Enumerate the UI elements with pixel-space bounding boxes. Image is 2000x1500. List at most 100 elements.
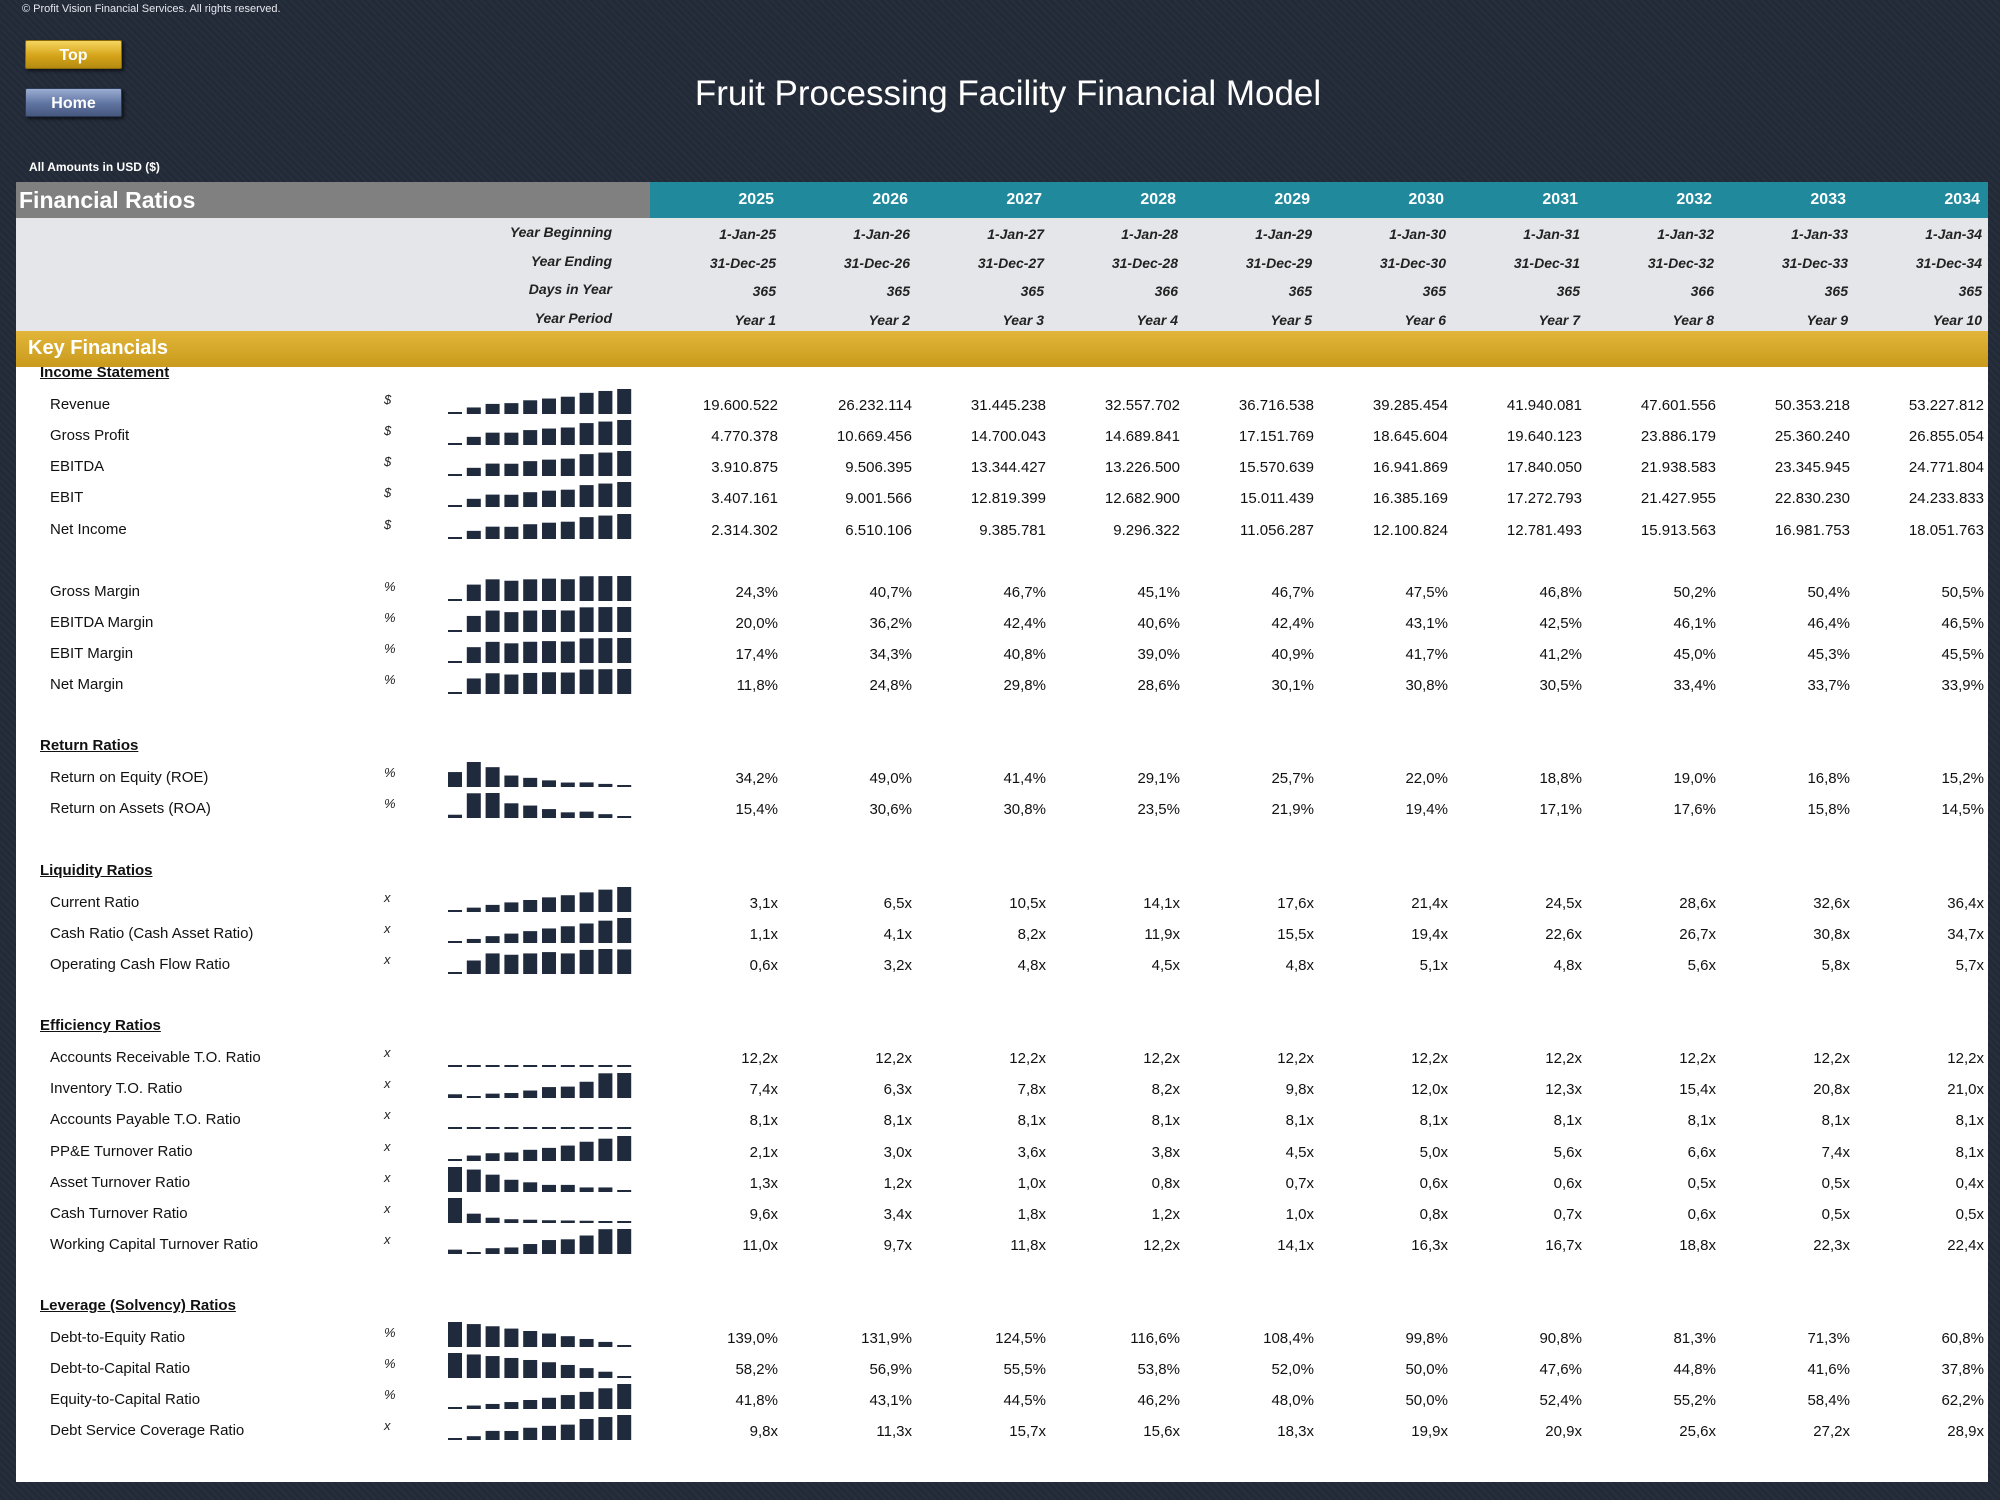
value-cell: 12,2x [1545, 1050, 1582, 1068]
sparkline-bar [466, 1169, 481, 1192]
sparkline-bar [542, 398, 556, 415]
value-cell: 42,4% [1271, 614, 1314, 632]
value-cell: 25,6x [1679, 1423, 1716, 1441]
metric-label: Operating Cash Flow Ratio [50, 955, 231, 973]
sparkline-bar [542, 641, 556, 663]
sparkline-bar [598, 1417, 613, 1441]
value-cell: 49,0% [869, 770, 912, 788]
sparkline-bar [579, 1187, 594, 1192]
value-cell: 16.941.869 [1372, 459, 1448, 477]
value-cell: 19.600.522 [702, 397, 778, 415]
sparkline-bar [560, 926, 575, 943]
sparkline-bar [504, 1151, 519, 1161]
value-cell: 12,2x [1947, 1050, 1984, 1068]
sparkline-bar [504, 954, 519, 974]
sparkline-bar [485, 463, 500, 477]
value-cell: 48,0% [1271, 1392, 1314, 1410]
value-cell: 10,5x [1009, 894, 1046, 912]
value-cell: 17,6% [1673, 801, 1716, 819]
value-cell: 55,5% [1003, 1361, 1046, 1379]
value-cell: 22,0% [1405, 770, 1448, 788]
value-cell: 17,1% [1539, 801, 1582, 819]
info-value: 1-Jan-29 [1255, 226, 1312, 242]
metric-label: Revenue [50, 396, 111, 414]
value-cell: 44,8% [1673, 1361, 1716, 1379]
sparkline-bar [523, 778, 538, 788]
value-cell: 18,8% [1539, 770, 1582, 788]
unit-symbol: % [384, 672, 396, 687]
sparkline-bar [542, 1087, 556, 1099]
info-value: 365 [1288, 283, 1312, 299]
sparkline-bar [560, 458, 575, 477]
value-cell: 7,4x [1821, 1143, 1850, 1161]
year-header: 2034 [1944, 191, 1980, 208]
sparkline-bar [560, 490, 575, 508]
sparkline-bar [504, 432, 519, 446]
sparkline-bar [542, 1333, 556, 1348]
sparkline-bar [617, 420, 632, 446]
sparkline-bar [542, 1127, 556, 1130]
value-cell: 56,9% [869, 1361, 912, 1379]
sparkline-bar [560, 1127, 575, 1130]
info-value: 365 [886, 283, 910, 299]
sparkline-bar [448, 1249, 462, 1254]
sparkline-bar [579, 949, 594, 974]
sparkline-bar [485, 953, 500, 974]
value-cell: 55,2% [1673, 1392, 1716, 1410]
value-cell: 22,4x [1947, 1236, 1984, 1254]
sparkline-chart [448, 886, 632, 912]
sparkline-bar [523, 1127, 538, 1130]
metric-label: Equity-to-Capital Ratio [50, 1391, 201, 1409]
unit-symbol: x [384, 1076, 391, 1092]
value-cell: 12.682.900 [1104, 490, 1180, 508]
value-cell: 46,8% [1539, 583, 1582, 601]
sparkline-bar [542, 1426, 556, 1441]
sparkline-bar [542, 491, 556, 508]
value-cell: 34,3% [869, 645, 912, 663]
sparkline-bar [448, 412, 462, 415]
sparkline-bar [598, 920, 613, 943]
sparkline-chart [448, 1415, 632, 1441]
value-cell: 3,8x [1151, 1143, 1180, 1161]
sparkline-bar [542, 1239, 556, 1254]
value-cell: 8,1x [1687, 1112, 1716, 1130]
sparkline-bar [504, 674, 519, 694]
value-cell: 29,1% [1137, 770, 1180, 788]
value-cell: 131,9% [861, 1330, 912, 1348]
sparkline-bar [466, 1096, 481, 1099]
sparkline-bar [560, 396, 575, 415]
sparkline-bar [598, 784, 613, 788]
sparkline-bar [504, 403, 519, 415]
value-cell: 4,8x [1553, 956, 1582, 974]
sparkline-bar [504, 526, 519, 539]
info-value: 31-Dec-31 [1513, 254, 1580, 271]
value-cell: 5,0x [1419, 1143, 1448, 1161]
sparkline-bar [560, 953, 575, 974]
value-cell: 14,1x [1143, 894, 1180, 912]
info-value: 1-Jan-33 [1791, 226, 1848, 242]
metric-label: EBIT Margin [50, 644, 134, 662]
sparkline-bar [598, 452, 613, 477]
metric-label: Inventory T.O. Ratio [50, 1080, 183, 1098]
sparkline-bar [542, 951, 556, 974]
unit-symbol: x [384, 1138, 391, 1154]
sparkline-bar [466, 678, 481, 694]
value-cell: 42,4% [1003, 614, 1046, 632]
sparkline-bar [542, 1362, 556, 1379]
sparkline-bar [466, 1065, 481, 1068]
value-cell: 9.385.781 [979, 521, 1046, 539]
sparkline-chart [448, 575, 632, 601]
value-cell: 28,6% [1137, 677, 1180, 694]
value-cell: 3.407.161 [711, 490, 778, 508]
sparkline-bar [542, 780, 556, 788]
home-button[interactable]: Home [25, 88, 122, 117]
value-cell: 20,8x [1813, 1081, 1850, 1099]
top-button[interactable]: Top [25, 40, 122, 69]
value-cell: 11,3x [876, 1423, 912, 1441]
value-cell: 43,1% [869, 1392, 912, 1410]
sparkline-bar [466, 647, 481, 663]
sparkline-bar [579, 516, 594, 539]
info-value: Year 1 [734, 311, 776, 328]
value-cell: 43,1% [1405, 614, 1448, 632]
unit-symbol: % [384, 578, 396, 594]
